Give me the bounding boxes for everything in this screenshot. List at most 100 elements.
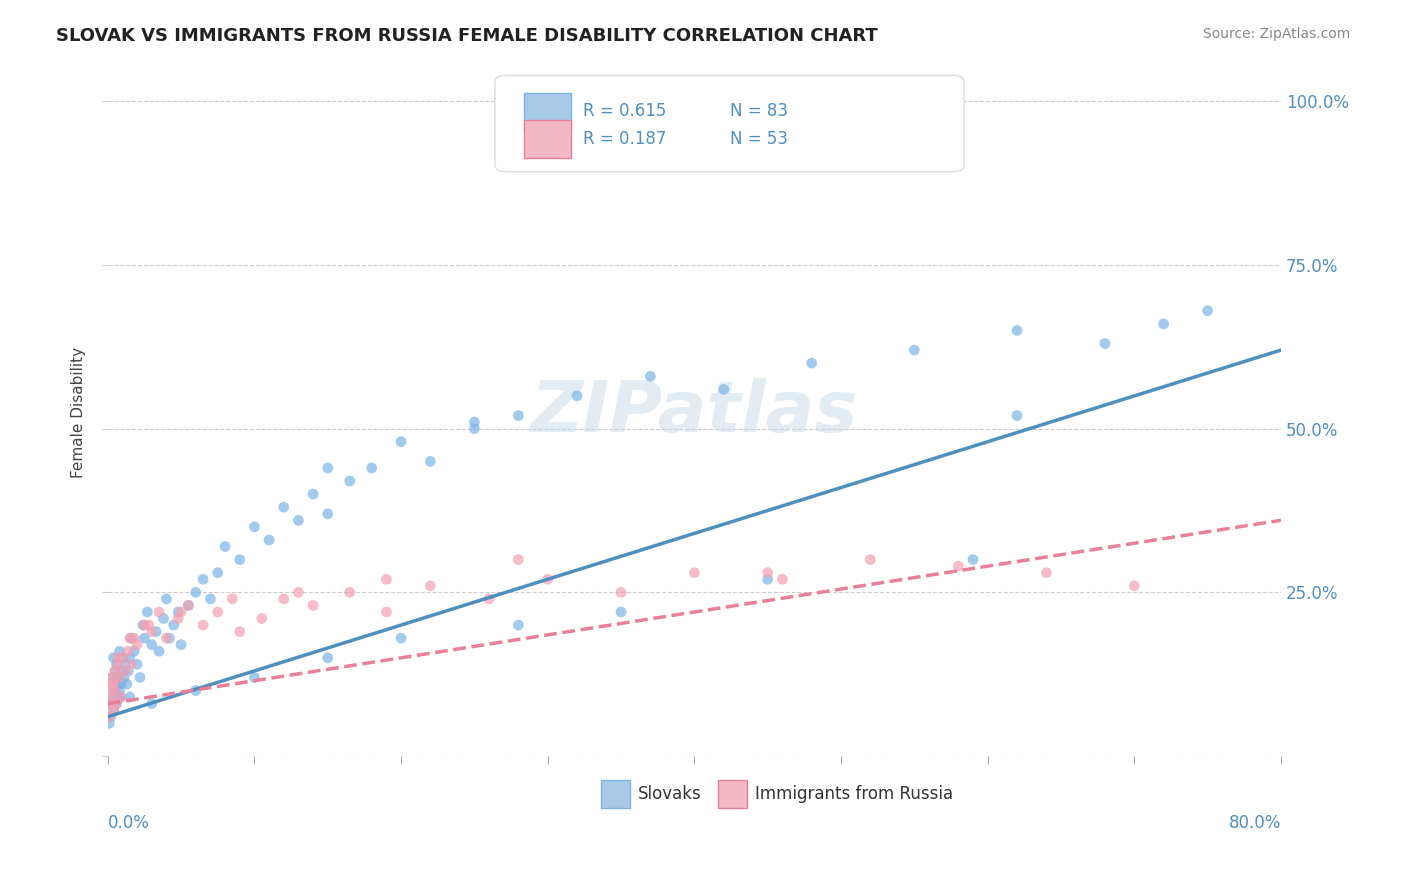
Point (214, 540, 236, 554)
Point (111, 650, 134, 665)
Point (184, 683, 207, 698)
Text: SLOVAK VS IMMIGRANTS FROM RUSSIA FEMALE DISABILITY CORRELATION CHART: SLOVAK VS IMMIGRANTS FROM RUSSIA FEMALE … (56, 27, 877, 45)
Point (122, 644, 145, 658)
Bar (524, 93, 571, 130)
Point (108, 683, 131, 698)
Point (389, 434, 412, 449)
Text: ZIPatlas: ZIPatlas (530, 378, 858, 447)
Point (132, 618, 155, 632)
Point (110, 690, 132, 704)
Point (110, 690, 132, 704)
Point (145, 624, 167, 639)
Point (250, 611, 273, 625)
Point (114, 664, 136, 678)
Point (257, 533, 280, 547)
Point (104, 664, 127, 678)
Point (243, 670, 266, 684)
Point (107, 650, 129, 665)
Point (103, 650, 125, 665)
Point (141, 697, 163, 711)
Point (419, 454, 441, 468)
Point (98, 710, 121, 724)
Point (103, 703, 125, 717)
Point (103, 677, 125, 691)
Point (537, 572, 560, 586)
Point (117, 664, 139, 678)
Point (610, 605, 633, 619)
Point (101, 670, 124, 684)
Point (191, 572, 214, 586)
Point (339, 474, 361, 488)
Point (191, 618, 214, 632)
Point (375, 572, 398, 586)
Text: Immigrants from Russia: Immigrants from Russia (755, 785, 953, 803)
Point (756, 572, 779, 586)
Point (316, 650, 339, 665)
Point (111, 650, 134, 665)
Point (1153, 317, 1175, 331)
Point (118, 650, 141, 665)
Point (962, 552, 984, 566)
Point (108, 644, 131, 658)
Point (221, 591, 243, 606)
Point (229, 624, 252, 639)
Point (419, 579, 441, 593)
Point (273, 500, 295, 515)
Point (129, 670, 152, 684)
Point (1035, 566, 1057, 580)
Point (713, 382, 735, 396)
Point (157, 631, 180, 645)
Point (115, 677, 138, 691)
Bar (524, 120, 571, 158)
Point (170, 605, 193, 619)
Point (948, 559, 970, 574)
Point (463, 422, 485, 436)
FancyBboxPatch shape (495, 76, 965, 171)
Point (316, 461, 339, 475)
Point (108, 677, 131, 691)
Point (107, 670, 129, 684)
Point (104, 683, 127, 698)
Point (118, 690, 141, 704)
Point (118, 631, 141, 645)
Text: R = 0.615: R = 0.615 (583, 103, 666, 120)
Text: R = 0.187: R = 0.187 (583, 130, 666, 148)
Point (508, 552, 530, 566)
Point (177, 599, 200, 613)
Point (163, 618, 186, 632)
Text: 80.0%: 80.0% (1229, 814, 1281, 832)
Point (155, 591, 177, 606)
Point (1005, 409, 1028, 423)
Text: 0.0%: 0.0% (108, 814, 149, 832)
Point (134, 618, 156, 632)
Point (114, 657, 136, 672)
Point (141, 624, 163, 639)
Point (108, 670, 131, 684)
Point (243, 520, 266, 534)
Point (104, 677, 127, 691)
Point (565, 389, 588, 403)
Point (148, 644, 170, 658)
Point (127, 638, 149, 652)
Point (770, 572, 793, 586)
Point (302, 487, 325, 501)
Point (200, 591, 222, 606)
Point (105, 697, 128, 711)
Point (800, 356, 823, 370)
Point (141, 638, 163, 652)
Point (136, 605, 159, 619)
Point (127, 657, 149, 672)
Point (170, 638, 193, 652)
Bar (718, 780, 747, 807)
Point (375, 605, 398, 619)
Point (207, 566, 229, 580)
Point (101, 677, 124, 691)
Point (903, 343, 925, 357)
Text: Slovaks: Slovaks (638, 785, 702, 803)
Point (1123, 579, 1146, 593)
Point (287, 513, 309, 527)
Bar (600, 780, 630, 807)
Point (360, 461, 382, 475)
Point (138, 618, 160, 632)
Point (287, 585, 309, 599)
